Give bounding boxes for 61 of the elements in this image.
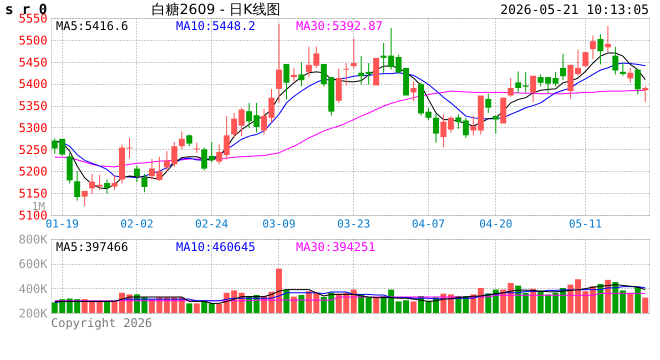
chart-title: 白糖2609 - 日K线图 [152, 2, 280, 18]
line-series [54, 292, 646, 302]
text: MA30:5392.87 [296, 19, 383, 33]
x-tick-label: 05-11 [568, 218, 602, 230]
y-tick-label: 5250 [18, 142, 48, 157]
candlestick [560, 53, 566, 81]
x-tick-label: 01-19 [46, 218, 79, 230]
x-tick-label: 03-09 [262, 218, 296, 230]
candlestick [590, 35, 596, 60]
y-tick-label: 5300 [18, 120, 48, 135]
text: MA5:5416.6 [56, 19, 128, 33]
y-tick-label: 5200 [18, 164, 48, 179]
candlestick [298, 62, 304, 87]
y-tick-label: 5350 [18, 99, 48, 114]
candlestick [178, 130, 185, 150]
x-tick-label: 02-02 [120, 218, 154, 230]
candlestick [410, 80, 417, 102]
text: MA10:5448.2 [176, 19, 256, 33]
candlestick [336, 68, 342, 104]
text: Copyright 2026 [51, 316, 152, 330]
y-tick-label: 200K [18, 306, 48, 320]
candlestick [283, 63, 290, 100]
candlestick [141, 173, 148, 193]
x-tick-label: 04-20 [479, 218, 512, 230]
candlestick [582, 52, 588, 68]
x-tick-label: 03-23 [337, 218, 370, 230]
candlestick [597, 34, 604, 65]
candlestick [620, 62, 626, 76]
candlestick [432, 114, 439, 144]
text: MA30:394251 [296, 240, 376, 254]
candlestick [634, 68, 641, 96]
candlestick [612, 46, 618, 75]
candlestick [642, 86, 648, 103]
candlestick [82, 190, 88, 207]
candlestick [350, 38, 357, 70]
candlestick [508, 77, 514, 98]
y-tick-label: 600K [18, 257, 48, 272]
candlestick [104, 179, 110, 194]
x-tick-label: 02-24 [195, 218, 229, 230]
candlestick [492, 115, 499, 134]
candlestick [604, 25, 611, 53]
y-tick-label: 5500 [18, 33, 48, 48]
x-tick-label: 04-07 [412, 218, 446, 230]
candlestick [530, 75, 536, 103]
y-tick-label: 400K [18, 282, 48, 296]
text: 2026-05-21 10:13:05 [500, 3, 649, 18]
y-tick-label: 5100 [18, 208, 48, 222]
candlestick [194, 142, 200, 154]
candlestick [74, 170, 80, 202]
candlestick [186, 134, 192, 147]
candlestick [290, 67, 297, 82]
candlestick [627, 67, 634, 84]
text: MA5:397466 [56, 240, 128, 254]
y-tick-label: 5450 [18, 55, 48, 70]
candlestick [485, 93, 492, 114]
candlestick [112, 175, 118, 191]
y-tick-label: 5400 [18, 77, 48, 92]
candlestick [134, 165, 140, 183]
text: MA10:460645 [176, 240, 256, 254]
y-tick-label: 800K [18, 232, 48, 246]
y-tick-label: 5150 [18, 186, 48, 201]
